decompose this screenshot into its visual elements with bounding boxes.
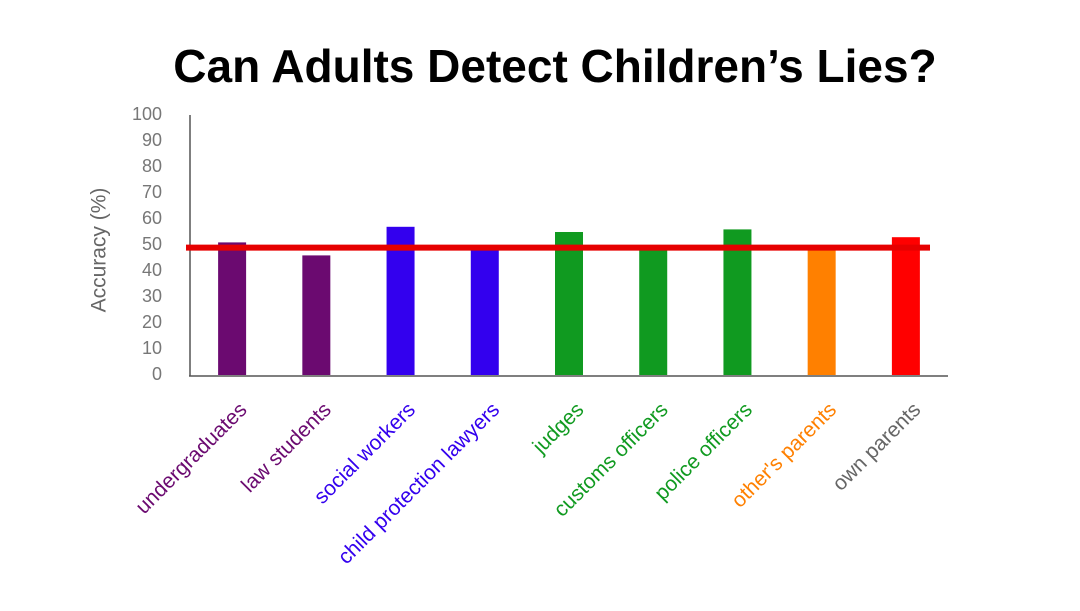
y-tick-label: 90 — [142, 130, 162, 150]
bar — [723, 229, 752, 375]
bar — [470, 250, 499, 375]
x-tick-label: judges — [528, 398, 589, 459]
y-axis-label: Accuracy (%) — [88, 188, 111, 313]
y-tick-label: 30 — [142, 286, 162, 306]
y-tick-label: 20 — [142, 312, 162, 332]
chart-title: Can Adults Detect Children’s Lies? — [173, 40, 936, 92]
bar — [891, 237, 920, 375]
y-tick-label: 40 — [142, 260, 162, 280]
y-tick-label: 60 — [142, 208, 162, 228]
y-tick-label: 50 — [142, 234, 162, 254]
bar — [807, 250, 836, 375]
y-tick-label: 80 — [142, 156, 162, 176]
y-tick-label: 70 — [142, 182, 162, 202]
y-tick-label: 100 — [132, 104, 162, 124]
x-tick-label: own parents — [828, 398, 925, 495]
y-tick-label: 0 — [152, 364, 162, 384]
bar — [302, 255, 331, 375]
x-tick-label: undergraduates — [131, 398, 251, 518]
x-tick-label: child protection lawyers — [334, 398, 505, 569]
bar — [218, 242, 247, 375]
y-tick-label: 10 — [142, 338, 162, 358]
bar — [639, 250, 668, 375]
bar — [386, 226, 415, 375]
bar — [555, 232, 583, 375]
